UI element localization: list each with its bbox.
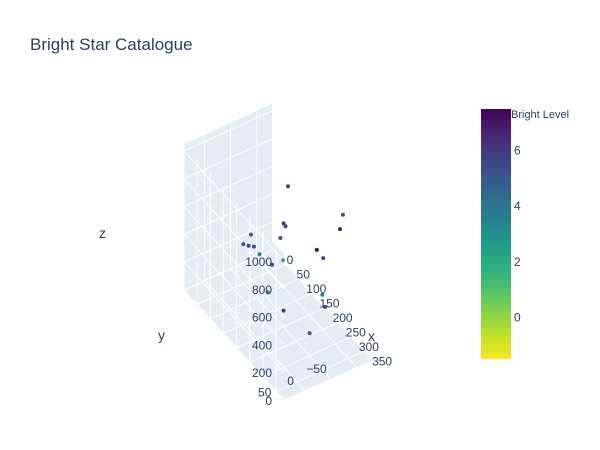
x-tick-label: 50 (297, 268, 311, 282)
data-point (281, 221, 286, 226)
x-tick-label: 0 (287, 253, 294, 267)
z-gridline (183, 166, 273, 208)
data-point (286, 184, 290, 189)
z-gridline (183, 110, 273, 152)
data-point (257, 252, 262, 257)
data-point (307, 331, 312, 336)
data-point (340, 212, 345, 217)
axis-ticks: 050100150200250300350−500500200400600800… (245, 253, 392, 408)
z-gridline (183, 178, 285, 290)
x-axis-title: x (368, 328, 375, 344)
data-point (281, 308, 286, 313)
chart-title: Bright Star Catalogue (30, 35, 193, 54)
colorbar-tick-label: 0 (514, 310, 521, 324)
data-point (241, 242, 246, 247)
z-gridline (183, 249, 273, 291)
y-gridline (256, 256, 357, 368)
data-point (314, 247, 319, 252)
colorbar-tick-label: 4 (514, 199, 521, 213)
z-axis-title: z (99, 225, 106, 241)
colorbar-title: Bright Level (511, 109, 569, 121)
z-gridline (183, 261, 285, 373)
data-point (338, 227, 342, 232)
z-gridline (183, 234, 285, 345)
data-point (320, 292, 325, 297)
z-tick-label: 600 (252, 311, 272, 325)
z-gridline (183, 150, 285, 262)
x-tick-label: 300 (359, 340, 379, 354)
y-tick-label: −50 (306, 362, 327, 376)
y-tick-label: 0 (287, 374, 294, 388)
colorbar-tick-label: 6 (514, 144, 521, 158)
colorbar-ticks: 0 2 4 6 (514, 144, 521, 325)
z-tick-label: 400 (252, 338, 272, 352)
x-gridline (275, 350, 365, 392)
data-points (241, 184, 345, 336)
data-point (270, 262, 274, 267)
x-gridline (210, 278, 299, 320)
x-gridline (196, 264, 286, 305)
plot-grid (183, 110, 365, 401)
y-axis-title: y (158, 327, 165, 343)
data-point (323, 304, 328, 309)
data-point (321, 256, 326, 261)
z-gridline (183, 289, 285, 401)
colorbar-tick-label: 2 (514, 255, 521, 269)
y-tick-label: 50 (258, 386, 272, 400)
y-gridline (204, 280, 306, 391)
x-gridline (262, 336, 352, 378)
z-tick-label: 200 (252, 366, 272, 380)
z-gridline (183, 206, 285, 317)
x-tick-label: 350 (372, 354, 392, 368)
colorbar (481, 109, 511, 359)
data-point (248, 232, 253, 237)
y-gridline (230, 268, 331, 380)
data-point (281, 258, 286, 263)
data-point (246, 243, 251, 248)
x-tick-label: 150 (319, 296, 339, 310)
x-gridline (249, 321, 338, 363)
floor (184, 250, 372, 400)
x-tick-label: 250 (346, 325, 366, 339)
data-point (251, 244, 256, 249)
x-tick-label: 200 (333, 311, 353, 325)
z-gridline (183, 221, 273, 263)
data-point (283, 224, 288, 229)
x-gridline (223, 292, 312, 334)
data-point (278, 236, 283, 240)
x-tick-label: 100 (306, 282, 326, 296)
x-gridline (236, 307, 325, 349)
z-gridline (183, 193, 273, 235)
plot-panes (184, 104, 372, 400)
z-tick-label: 800 (252, 283, 272, 297)
z-gridline (183, 138, 273, 180)
data-point (265, 290, 270, 295)
z-tick-label: 1000 (245, 255, 272, 269)
z-tick-label: 0 (265, 394, 272, 408)
